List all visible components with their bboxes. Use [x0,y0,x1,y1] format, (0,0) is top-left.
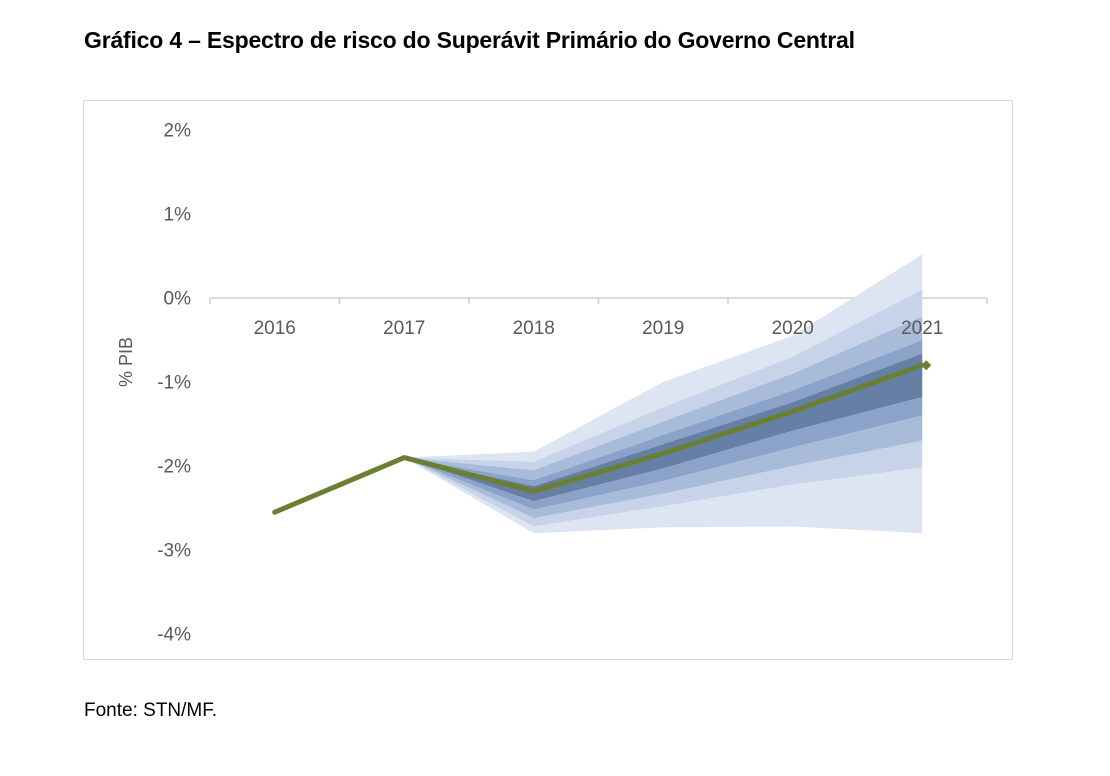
y-axis-title: % PIB [116,337,136,387]
y-axis-tick-label: 2% [164,121,192,142]
x-axis-tick-label: 2020 [772,318,814,339]
y-axis-tick-label: 0% [164,289,192,310]
median-line-end-marker [921,360,932,371]
chart-frame: 2016 2017 2018 2019 2020 2021 2% 1% 0% -1% -2% -3% -… [83,100,1013,660]
fan-band [404,316,923,481]
median-line [272,362,925,515]
fan-band [404,457,923,534]
x-axis-tick-label: 2019 [642,318,684,339]
x-axis-tick-label: 2016 [254,318,296,339]
y-axis-tick-label: -1% [157,373,191,394]
chart-title: Gráfico 4 – Espectro de risco do Superáv… [84,27,855,53]
fan-chart: 2016 2017 2018 2019 2020 2021 2% 1% 0% -1% -2% -3% -… [116,121,988,646]
y-axis-tick-label: -3% [157,541,191,562]
source-note: Fonte: STN/MF. [84,700,218,721]
y-axis-tick-label: -2% [157,457,191,478]
y-axis-tick-label: 1% [164,205,192,226]
x-axis-tick-label: 2018 [513,318,555,339]
x-axis-tick-label: 2021 [901,318,943,339]
x-axis-tick-label: 2017 [383,318,425,339]
y-axis-tick-label: -4% [157,625,191,646]
